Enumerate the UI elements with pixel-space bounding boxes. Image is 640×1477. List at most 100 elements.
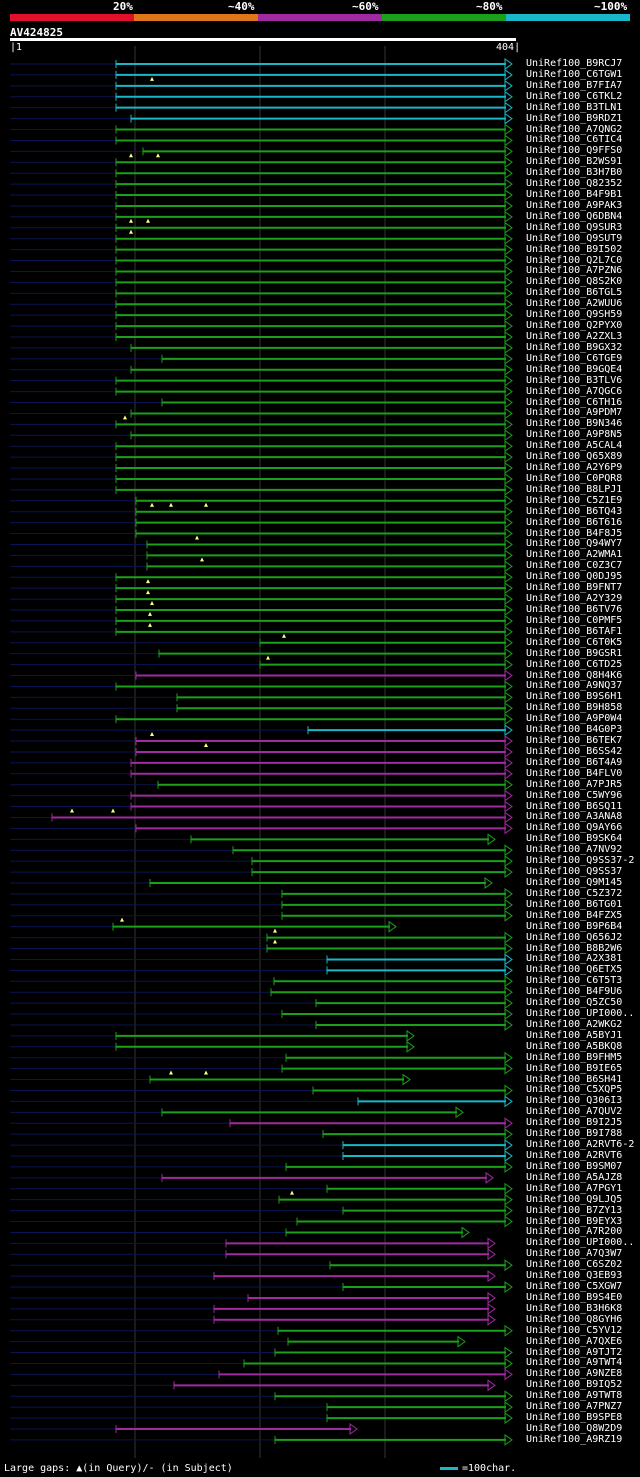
hit-label[interactable]: UniRef100_A7QGC6	[526, 385, 623, 397]
hit-label[interactable]: UniRef100_B6TV76	[526, 604, 623, 615]
hit-label[interactable]: UniRef100_B9S4E0	[526, 1291, 623, 1303]
hit-label[interactable]: UniRef100_Q3EB93	[526, 1270, 623, 1282]
hit-label[interactable]: UniRef100_A7QNG2	[526, 123, 623, 135]
hit-label[interactable]: UniRef100_B9H858	[526, 702, 623, 714]
hit-label[interactable]: UniRef100_A2X381	[526, 953, 623, 965]
hit-label[interactable]: UniRef100_C6TH16	[526, 396, 623, 408]
hit-label[interactable]: UniRef100_A7PZN6	[526, 265, 623, 277]
hit-label[interactable]: UniRef100_B9N346	[526, 418, 623, 430]
hit-label[interactable]: UniRef100_B6SQ11	[526, 800, 623, 812]
hit-label[interactable]: UniRef100_B9P6B4	[526, 920, 623, 932]
hit-label[interactable]: UniRef100_C5Z372	[526, 887, 623, 899]
hit-label[interactable]: UniRef100_B6SS42	[526, 745, 623, 757]
hit-label[interactable]: UniRef100_Q9LJQ5	[526, 1193, 623, 1205]
hit-label[interactable]: UniRef100_A2Y329	[526, 593, 623, 605]
hit-label[interactable]: UniRef100_A7QXE6	[526, 1335, 623, 1347]
hit-label[interactable]: UniRef100_B4FLV0	[526, 767, 623, 779]
hit-label[interactable]: UniRef100_A9P8N5	[526, 429, 623, 441]
hit-label[interactable]: UniRef100_B3TLN1	[526, 101, 623, 113]
hit-label[interactable]: UniRef100_B6TAF1	[526, 625, 623, 637]
hit-label[interactable]: UniRef100_Q9SH59	[526, 309, 623, 321]
hit-label[interactable]: UniRef100_Q82352	[526, 178, 623, 190]
hit-label[interactable]: UniRef100_B9FNT7	[526, 582, 623, 594]
hit-label[interactable]: UniRef100_C5XGW7	[526, 1281, 623, 1293]
hit-label[interactable]: UniRef100_A2RVT6	[526, 1150, 623, 1161]
hit-label[interactable]: UniRef100_B9RCJ7	[526, 58, 623, 69]
hit-label[interactable]: UniRef100_Q9SUT9	[526, 232, 623, 244]
hit-label[interactable]: UniRef100_Q9M145	[526, 877, 623, 888]
hit-label[interactable]: UniRef100_Q94WY7	[526, 538, 623, 550]
hit-label[interactable]: UniRef100_A9TWT8	[526, 1390, 623, 1402]
hit-label[interactable]: UniRef100_B4FZX5	[526, 909, 623, 921]
hit-label[interactable]: UniRef100_B6TQ43	[526, 505, 623, 517]
hit-label[interactable]: UniRef100_B4F9U6	[526, 986, 623, 998]
hit-label[interactable]: UniRef100_A9NZE8	[526, 1368, 623, 1380]
hit-label[interactable]: UniRef100_B9S6H1	[526, 691, 623, 703]
hit-label[interactable]: UniRef100_Q9FFS0	[526, 145, 623, 157]
hit-label[interactable]: UniRef100_C5Z1E9	[526, 494, 623, 506]
hit-label[interactable]: UniRef100_C0PQR8	[526, 472, 623, 484]
hit-label[interactable]: UniRef100_A9NQ37	[526, 680, 623, 692]
hit-label[interactable]: UniRef100_B7ZY13	[526, 1204, 623, 1216]
hit-label[interactable]: UniRef100_C6SZ02	[526, 1259, 623, 1271]
hit-label[interactable]: UniRef100_B9SPE8	[526, 1412, 623, 1424]
hit-label[interactable]: UniRef100_UPI000..	[526, 1237, 635, 1249]
hit-label[interactable]: UniRef100_B3H7B0	[526, 167, 623, 179]
hit-label[interactable]: UniRef100_B8B2W6	[526, 942, 623, 954]
hit-label[interactable]: UniRef100_Q5ZC50	[526, 997, 623, 1009]
hit-label[interactable]: UniRef100_Q2PYX0	[526, 320, 623, 332]
hit-label[interactable]: UniRef100_A2ZXL3	[526, 331, 623, 342]
hit-label[interactable]: UniRef100_B3H6K8	[526, 1302, 623, 1314]
hit-label[interactable]: UniRef100_A7NV92	[526, 844, 623, 856]
hit-label[interactable]: UniRef100_Q9SUR3	[526, 221, 623, 233]
hit-label[interactable]: UniRef100_B3TLV6	[526, 374, 623, 386]
hit-label[interactable]: UniRef100_B7FIA7	[526, 79, 623, 91]
hit-label[interactable]: UniRef100_C6T0K5	[526, 636, 623, 648]
hit-label[interactable]: UniRef100_Q8S2K0	[526, 276, 623, 288]
hit-label[interactable]: UniRef100_B9GX32	[526, 341, 623, 353]
hit-label[interactable]: UniRef100_B9EYX3	[526, 1215, 623, 1227]
hit-label[interactable]: UniRef100_B6TG01	[526, 898, 623, 910]
hit-label[interactable]: UniRef100_Q0DJ95	[526, 571, 623, 583]
hit-label[interactable]: UniRef100_C6TGW1	[526, 68, 623, 80]
hit-label[interactable]: UniRef100_C6TIC4	[526, 134, 623, 146]
hit-label[interactable]: UniRef100_B9SM07	[526, 1160, 623, 1172]
hit-label[interactable]: UniRef100_A2RVT6-2	[526, 1139, 635, 1151]
hit-label[interactable]: UniRef100_B6TEK7	[526, 735, 623, 747]
hit-label[interactable]: UniRef100_C6TD25	[526, 658, 623, 670]
hit-label[interactable]: UniRef100_A2WMA1	[526, 549, 623, 561]
hit-label[interactable]: UniRef100_B2WS91	[526, 156, 623, 168]
hit-label[interactable]: UniRef100_B9GSR1	[526, 647, 623, 659]
hit-label[interactable]: UniRef100_A5BYJ1	[526, 1029, 623, 1041]
hit-label[interactable]: UniRef100_A2WKG2	[526, 1018, 623, 1030]
hit-label[interactable]: UniRef100_A7PNZ7	[526, 1401, 623, 1413]
hit-label[interactable]: UniRef100_A2WUU6	[526, 298, 623, 310]
hit-label[interactable]: UniRef100_A9RZ19	[526, 1433, 623, 1445]
hit-label[interactable]: UniRef100_Q9SS37-2	[526, 855, 635, 867]
hit-label[interactable]: UniRef100_Q656J2	[526, 931, 623, 943]
hit-label[interactable]: UniRef100_C5WY96	[526, 789, 623, 801]
hit-label[interactable]: UniRef100_B9IE65	[526, 1062, 623, 1074]
hit-label[interactable]: UniRef100_A2Y6P9	[526, 462, 623, 474]
hit-label[interactable]: UniRef100_B4F9B1	[526, 189, 623, 201]
hit-label[interactable]: UniRef100_Q306I3	[526, 1095, 623, 1107]
hit-label[interactable]: UniRef100_A9PDM7	[526, 407, 623, 419]
hit-label[interactable]: UniRef100_C5XQP5	[526, 1084, 623, 1096]
hit-label[interactable]: UniRef100_Q8H4K6	[526, 669, 623, 681]
hit-label[interactable]: UniRef100_A9PAK3	[526, 199, 623, 211]
hit-label[interactable]: UniRef100_B9I502	[526, 243, 623, 255]
hit-label[interactable]: UniRef100_A3ANA8	[526, 811, 623, 823]
hit-label[interactable]: UniRef100_B9GQE4	[526, 363, 623, 375]
hit-label[interactable]: UniRef100_B4F8J5	[526, 527, 623, 539]
hit-label[interactable]: UniRef100_Q8W2D9	[526, 1423, 623, 1434]
hit-label[interactable]: UniRef100_A5CAL4	[526, 440, 623, 452]
hit-label[interactable]: UniRef100_Q9AY66	[526, 822, 623, 834]
hit-label[interactable]: UniRef100_Q6ETX5	[526, 964, 623, 976]
hit-label[interactable]: UniRef100_A9P0W4	[526, 713, 623, 725]
hit-label[interactable]: UniRef100_A9TJT2	[526, 1346, 623, 1358]
hit-label[interactable]: UniRef100_Q6DBN4	[526, 210, 623, 222]
hit-label[interactable]: UniRef100_Q65X89	[526, 451, 623, 463]
hit-label[interactable]: UniRef100_A9TWT4	[526, 1357, 623, 1369]
hit-label[interactable]: UniRef100_Q2L7C0	[526, 254, 623, 266]
hit-label[interactable]: UniRef100_A7Q3W7	[526, 1248, 623, 1260]
